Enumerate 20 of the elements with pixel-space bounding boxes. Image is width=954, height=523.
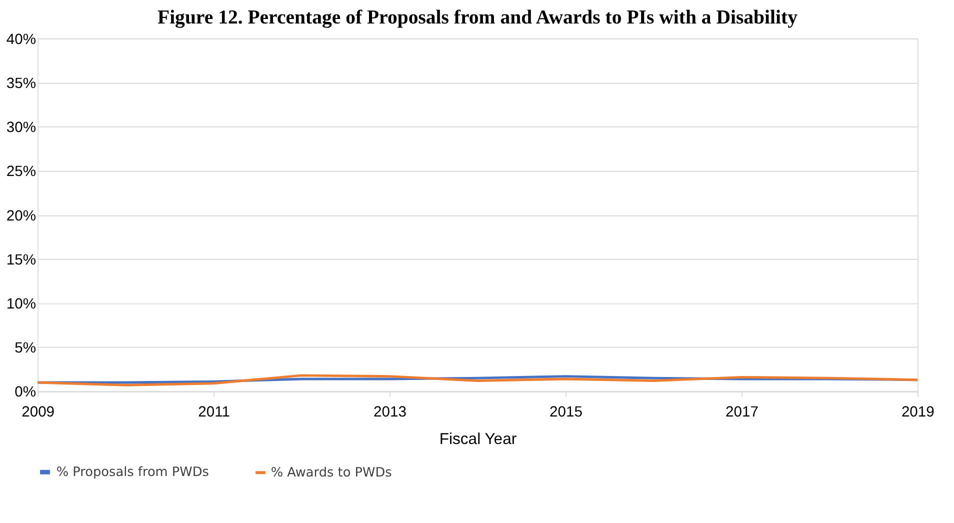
y-tick-label: 30% (6, 120, 36, 136)
y-tick-label: 40% (6, 32, 36, 48)
x-tick-label: 2019 (901, 404, 934, 421)
y-tick-label: 35% (6, 76, 36, 92)
x-axis-title: Fiscal Year (439, 431, 517, 448)
y-tick-label: 5% (14, 340, 36, 357)
legend-label: % Awards to PWDs (270, 466, 392, 481)
y-tick-label: 20% (6, 208, 36, 224)
y-tick-label: 15% (6, 252, 36, 268)
x-tick-label: 2009 (22, 404, 55, 421)
x-tick-label: 2011 (198, 404, 230, 421)
line-series (36, 374, 919, 386)
x-tick-label: 2017 (725, 404, 758, 421)
x-tick-label: 2015 (549, 404, 582, 421)
x-tick-label: 2013 (374, 404, 406, 421)
y-tick-label: 25% (6, 164, 36, 180)
y-tick-label: 10% (6, 296, 36, 313)
y-tick-label: 0% (14, 384, 36, 401)
chart-title: Figure 12. Percentage of Proposals from and Awards to PIs with a Disability (157, 6, 798, 29)
legend-label: % Proposals from PWDs (56, 465, 210, 480)
